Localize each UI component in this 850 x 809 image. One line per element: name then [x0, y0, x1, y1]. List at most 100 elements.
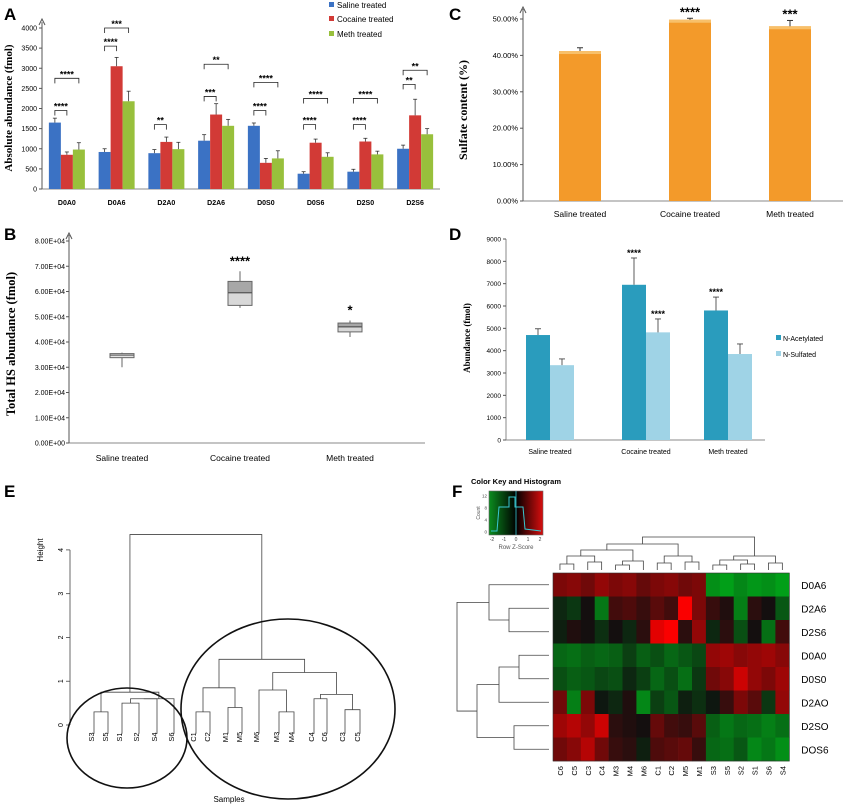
panel-b-ytick-label: 0.00E+00 [35, 441, 65, 448]
panel-e-leaf-label: C5 [353, 732, 362, 742]
panel-e-ytick-label: 1 [58, 679, 65, 683]
panel-e-dendrogram: Height Samples 0 1 2 3 4 S3 S5 S1 S2 S4 S6 C1 C2 M1 M5… [36, 534, 396, 804]
heatmap-row-label: D0A0 [801, 651, 826, 662]
heatmap-cell [664, 573, 679, 597]
panel-a-chart: Absolute abundance (fmol) Saline treated… [3, 1, 440, 207]
heatmap-cell [594, 573, 609, 597]
panel-c-bar [669, 19, 711, 202]
heatmap-cell [761, 667, 776, 691]
heatmap-cell [678, 620, 693, 644]
heatmap-cell [594, 643, 609, 668]
heatmap-cell [775, 714, 790, 738]
panel-a-bar [397, 148, 410, 189]
heatmap-cell [650, 667, 665, 691]
panel-e-dendrogram-link [100, 691, 160, 712]
heatmap-cell [664, 620, 679, 644]
panel-e-leaf-label: M4 [287, 732, 296, 742]
heatmap-col-label: S4 [778, 766, 787, 775]
panel-c-ylabel: Sulfate content (%) [456, 60, 470, 160]
panel-d-bar [704, 310, 728, 440]
panel-e-leaf-label: S4 [150, 732, 159, 741]
panel-a-sig-bracket [303, 98, 329, 104]
heatmap-cell [650, 737, 665, 762]
heatmap-col-label: C5 [570, 766, 579, 776]
heatmap-cell [719, 643, 734, 668]
panel-b-ytick-label: 7.00E+04 [35, 264, 65, 271]
panel-b-ytick-label: 2.00E+04 [35, 390, 65, 397]
heatmap-row-dendrogram-link [513, 725, 549, 750]
heatmap-col-dendrogram-link [566, 555, 596, 564]
heatmap-col-label: S3 [709, 766, 718, 775]
legend-label-sulfated: N-Sulfated [783, 352, 816, 359]
panel-b-box-upper [227, 280, 253, 294]
heatmap-cell [580, 596, 595, 621]
heatmap-cell [553, 643, 568, 668]
panel-d-bar [728, 354, 752, 440]
panel-e-dendrogram-link [344, 709, 361, 734]
heatmap-col-label: S6 [764, 766, 773, 775]
panel-a-sig-bracket [104, 27, 130, 33]
panel-a-bar [271, 158, 284, 189]
panel-e-leaf-label: M1 [221, 732, 230, 742]
panel-d-ytick-label: 0 [497, 438, 501, 445]
panel-letter-a: A [4, 5, 16, 24]
panel-c-y-arrow [519, 5, 527, 14]
heatmap-cell [775, 620, 790, 644]
panel-d-ytick-label: 9000 [487, 237, 502, 244]
heatmap-cell [775, 667, 790, 691]
panel-b-sig-label: **** [230, 253, 251, 268]
panel-e-dendrogram-link [320, 693, 353, 710]
heatmap-cell [664, 737, 679, 762]
heatmap-cell [594, 714, 609, 738]
panel-c-ytick-label: 0.00% [497, 197, 519, 206]
heatmap-cell [622, 596, 637, 621]
heatmap-cell [678, 573, 693, 597]
panel-a-xtick-label: D2A0 [157, 200, 175, 207]
panel-a-bar [259, 162, 272, 189]
panel-a-xtick-label: D0S0 [257, 200, 275, 207]
heatmap-col-label: C2 [667, 766, 676, 776]
legend-swatch-cocaine [329, 16, 334, 21]
panel-b-xtick-label: Cocaine treated [210, 453, 270, 463]
heatmap-cell [636, 667, 651, 691]
panel-c-bar-highlight [769, 26, 811, 30]
panel-a-sig-label: ** [213, 55, 221, 65]
panel-letter-b: B [4, 225, 16, 244]
panel-d-bar [622, 284, 646, 440]
heatmap-cell [664, 643, 679, 668]
heatmap-col-label: M6 [639, 766, 648, 776]
heatmap-cell [650, 596, 665, 621]
heatmap-col-label: M4 [625, 766, 634, 776]
heatmap-cell [761, 737, 776, 762]
panel-d-ytick-label: 1000 [487, 415, 502, 422]
panel-e-leaf-label: C4 [307, 732, 316, 742]
heatmap-col-dendrogram-link [733, 555, 776, 563]
panel-e-cluster-ellipse [180, 618, 396, 800]
heatmap-cell [692, 714, 707, 738]
color-key-ytick-label: 0 [484, 530, 487, 535]
heatmap-col-dendrogram-link [559, 563, 575, 570]
heatmap-col-label: C4 [598, 766, 607, 776]
panel-a-sig-label: **** [358, 89, 373, 99]
color-key-title: Color Key and Histogram [471, 477, 561, 486]
panel-d-ytick-label: 2000 [487, 393, 502, 400]
panel-b-box [109, 353, 135, 359]
heatmap-cell [622, 690, 637, 715]
panel-d-xtick-label: Meth treated [708, 449, 747, 456]
panel-e-dendrogram-link [278, 711, 295, 734]
heatmap-cell [636, 643, 651, 668]
legend-swatch-saline [329, 2, 334, 7]
heatmap-cell [733, 596, 748, 621]
heatmap-row-dendrogram-link [498, 666, 549, 703]
panel-a-sig-label: **** [253, 102, 268, 112]
panel-e-ytick-label: 0 [58, 723, 65, 727]
panel-c-ytick-label: 50.00% [493, 15, 519, 24]
panel-a-sig-label: **** [104, 37, 119, 47]
heatmap-cell [553, 714, 568, 738]
panel-a-sig-bracket [203, 96, 217, 102]
panel-a-ytick-label: 3500 [21, 46, 37, 53]
panel-b-ytick-label: 5.00E+04 [35, 314, 65, 321]
panel-e-leaf-label: C1 [189, 732, 198, 742]
heatmap-cell [678, 714, 693, 738]
heatmap-cell [622, 573, 637, 597]
